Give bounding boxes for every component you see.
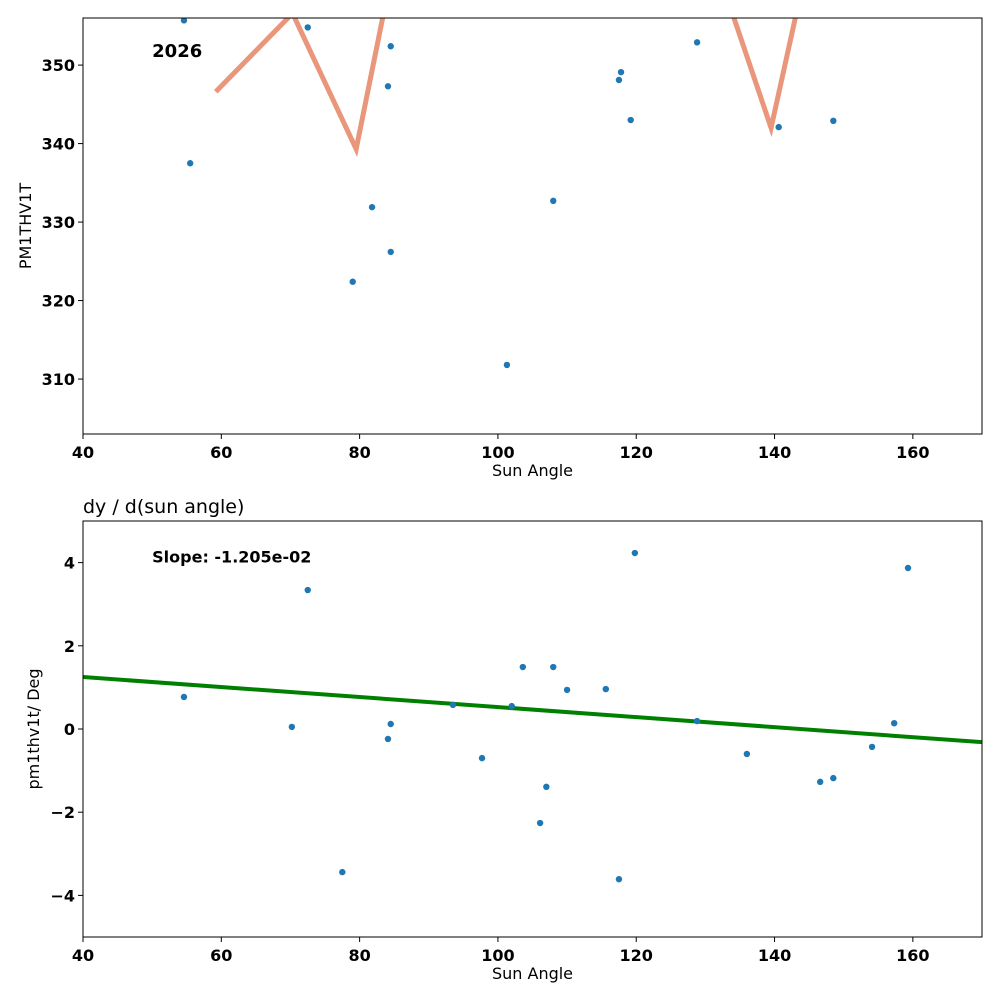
y-tick-label: 2 [64,637,75,656]
data-point [550,197,557,205]
data-point [615,76,623,84]
annotation: 2026 [152,41,202,62]
y-tick-label: 310 [42,370,75,389]
data-point [387,43,394,50]
data-point [693,717,701,725]
y-tick-label: 330 [42,213,75,232]
data-point [890,719,898,727]
plot-area [180,18,837,369]
data-point [868,743,876,751]
x-tick-label: 160 [896,443,929,462]
y-axis-label: pm1thv1t/ Deg [24,668,43,789]
plot-1: 2026 40 60 80 100 120 140 160 310 320 330 340 350 Sun… [16,17,983,480]
data-point [816,778,824,786]
x-axis-label: Sun Angle [492,461,573,480]
data-point [693,39,701,46]
y-tick-label: −4 [50,886,75,905]
x-tick-label: 40 [72,946,94,965]
data-point [543,783,550,791]
data-point [904,564,912,572]
data-point [775,123,782,131]
data-point [627,116,634,124]
data-point [384,83,392,90]
y-tick-label: 0 [64,720,75,739]
data-point [180,693,188,701]
data-point [631,549,639,557]
plot-area [83,549,982,883]
data-point [349,278,356,285]
x-tick-label: 120 [620,946,653,965]
data-point [536,819,544,827]
y-tick-label: 4 [64,554,75,573]
axes-frame [82,520,983,938]
y-tick-label: 350 [42,56,75,75]
data-point [478,754,486,762]
x-axis-label: Sun Angle [492,964,573,983]
data-point [186,160,194,167]
data-point [304,586,311,594]
x-tick-label: 140 [758,946,791,965]
data-point [615,875,623,883]
data-point [602,685,610,693]
data-point [387,720,394,728]
chart-title: dy / d(sun angle) [83,496,244,518]
x-tick-label: 100 [481,443,514,462]
data-point [830,117,837,125]
data-point [387,248,394,256]
data-point [563,686,571,694]
x-tick-label: 100 [481,946,514,965]
data-point [449,701,457,709]
data-point [617,68,625,76]
x-tick-label: 120 [620,443,653,462]
x-tick-label: 160 [896,946,929,965]
data-point [550,663,557,671]
data-point [288,723,296,731]
slope-fit-line [83,675,982,745]
data-point [508,702,515,710]
data-point [503,361,511,369]
y-tick-label: 320 [42,292,75,311]
data-point [339,868,346,876]
data-point [519,663,527,671]
x-tick-label: 60 [210,946,232,965]
y-tick-label: 340 [42,135,75,154]
x-tick-label: 80 [348,946,370,965]
data-point [180,18,188,24]
trend-line [213,18,798,157]
data-point [368,203,376,211]
x-tick-label: 40 [72,443,94,462]
annotation: Slope: -1.205e-02 [152,548,311,567]
y-tick-label: −2 [50,803,75,822]
data-point [743,750,751,758]
x-tick-label: 140 [758,443,791,462]
data-point [304,24,311,31]
x-tick-label: 80 [348,443,370,462]
plot-2: Slope: -1.205e-02 40 60 80 100 120 140 160 −4 −2 0… [24,496,983,983]
data-point [384,735,392,743]
axes-frame [82,17,983,435]
data-point [830,774,837,782]
y-axis-label: PM1THV1T [16,183,35,270]
x-tick-label: 60 [210,443,232,462]
